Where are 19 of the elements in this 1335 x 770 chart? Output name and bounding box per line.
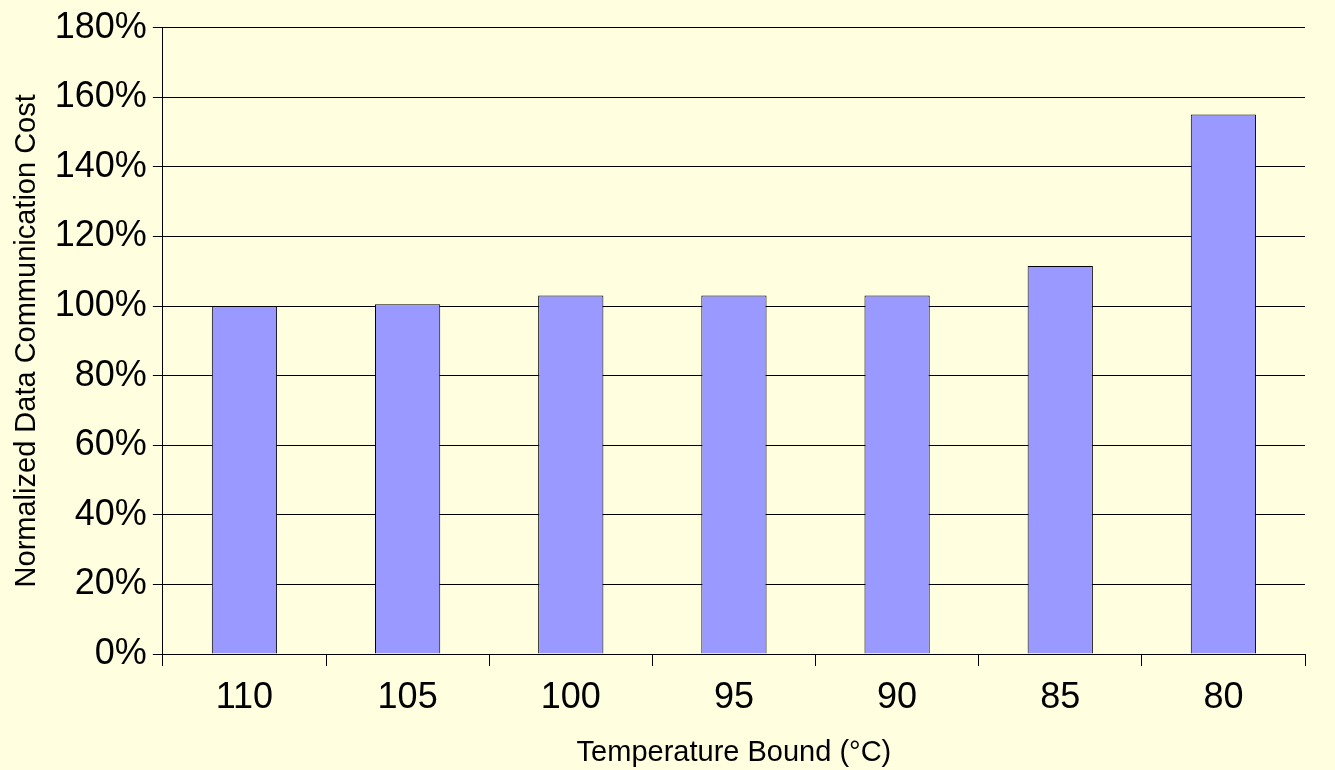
x-tick-label: 85	[1040, 674, 1081, 716]
y-tick-label: 120%	[54, 213, 147, 255]
x-tick-label: 100	[540, 674, 601, 716]
y-tick-label: 60%	[74, 422, 147, 464]
y-tick-label: 40%	[74, 491, 147, 533]
y-tick-label: 180%	[54, 4, 147, 46]
y-tick-label: 100%	[54, 282, 147, 324]
y-tick-label: 140%	[54, 143, 147, 185]
y-axis-title: Normalized Data Communication Cost	[9, 94, 42, 588]
y-tick-label: 80%	[74, 352, 147, 394]
x-tick-label: 80	[1203, 674, 1244, 716]
x-tick-label: 90	[877, 674, 918, 716]
y-tick-label: 20%	[74, 561, 147, 603]
x-tick-label: 110	[215, 674, 274, 716]
y-tick-label: 0%	[94, 630, 147, 672]
x-axis-title: Temperature Bound (°C)	[576, 734, 892, 767]
x-tick-label: 105	[377, 674, 438, 716]
y-tick-label: 160%	[54, 74, 147, 116]
x-tick-label: 95	[713, 674, 754, 716]
